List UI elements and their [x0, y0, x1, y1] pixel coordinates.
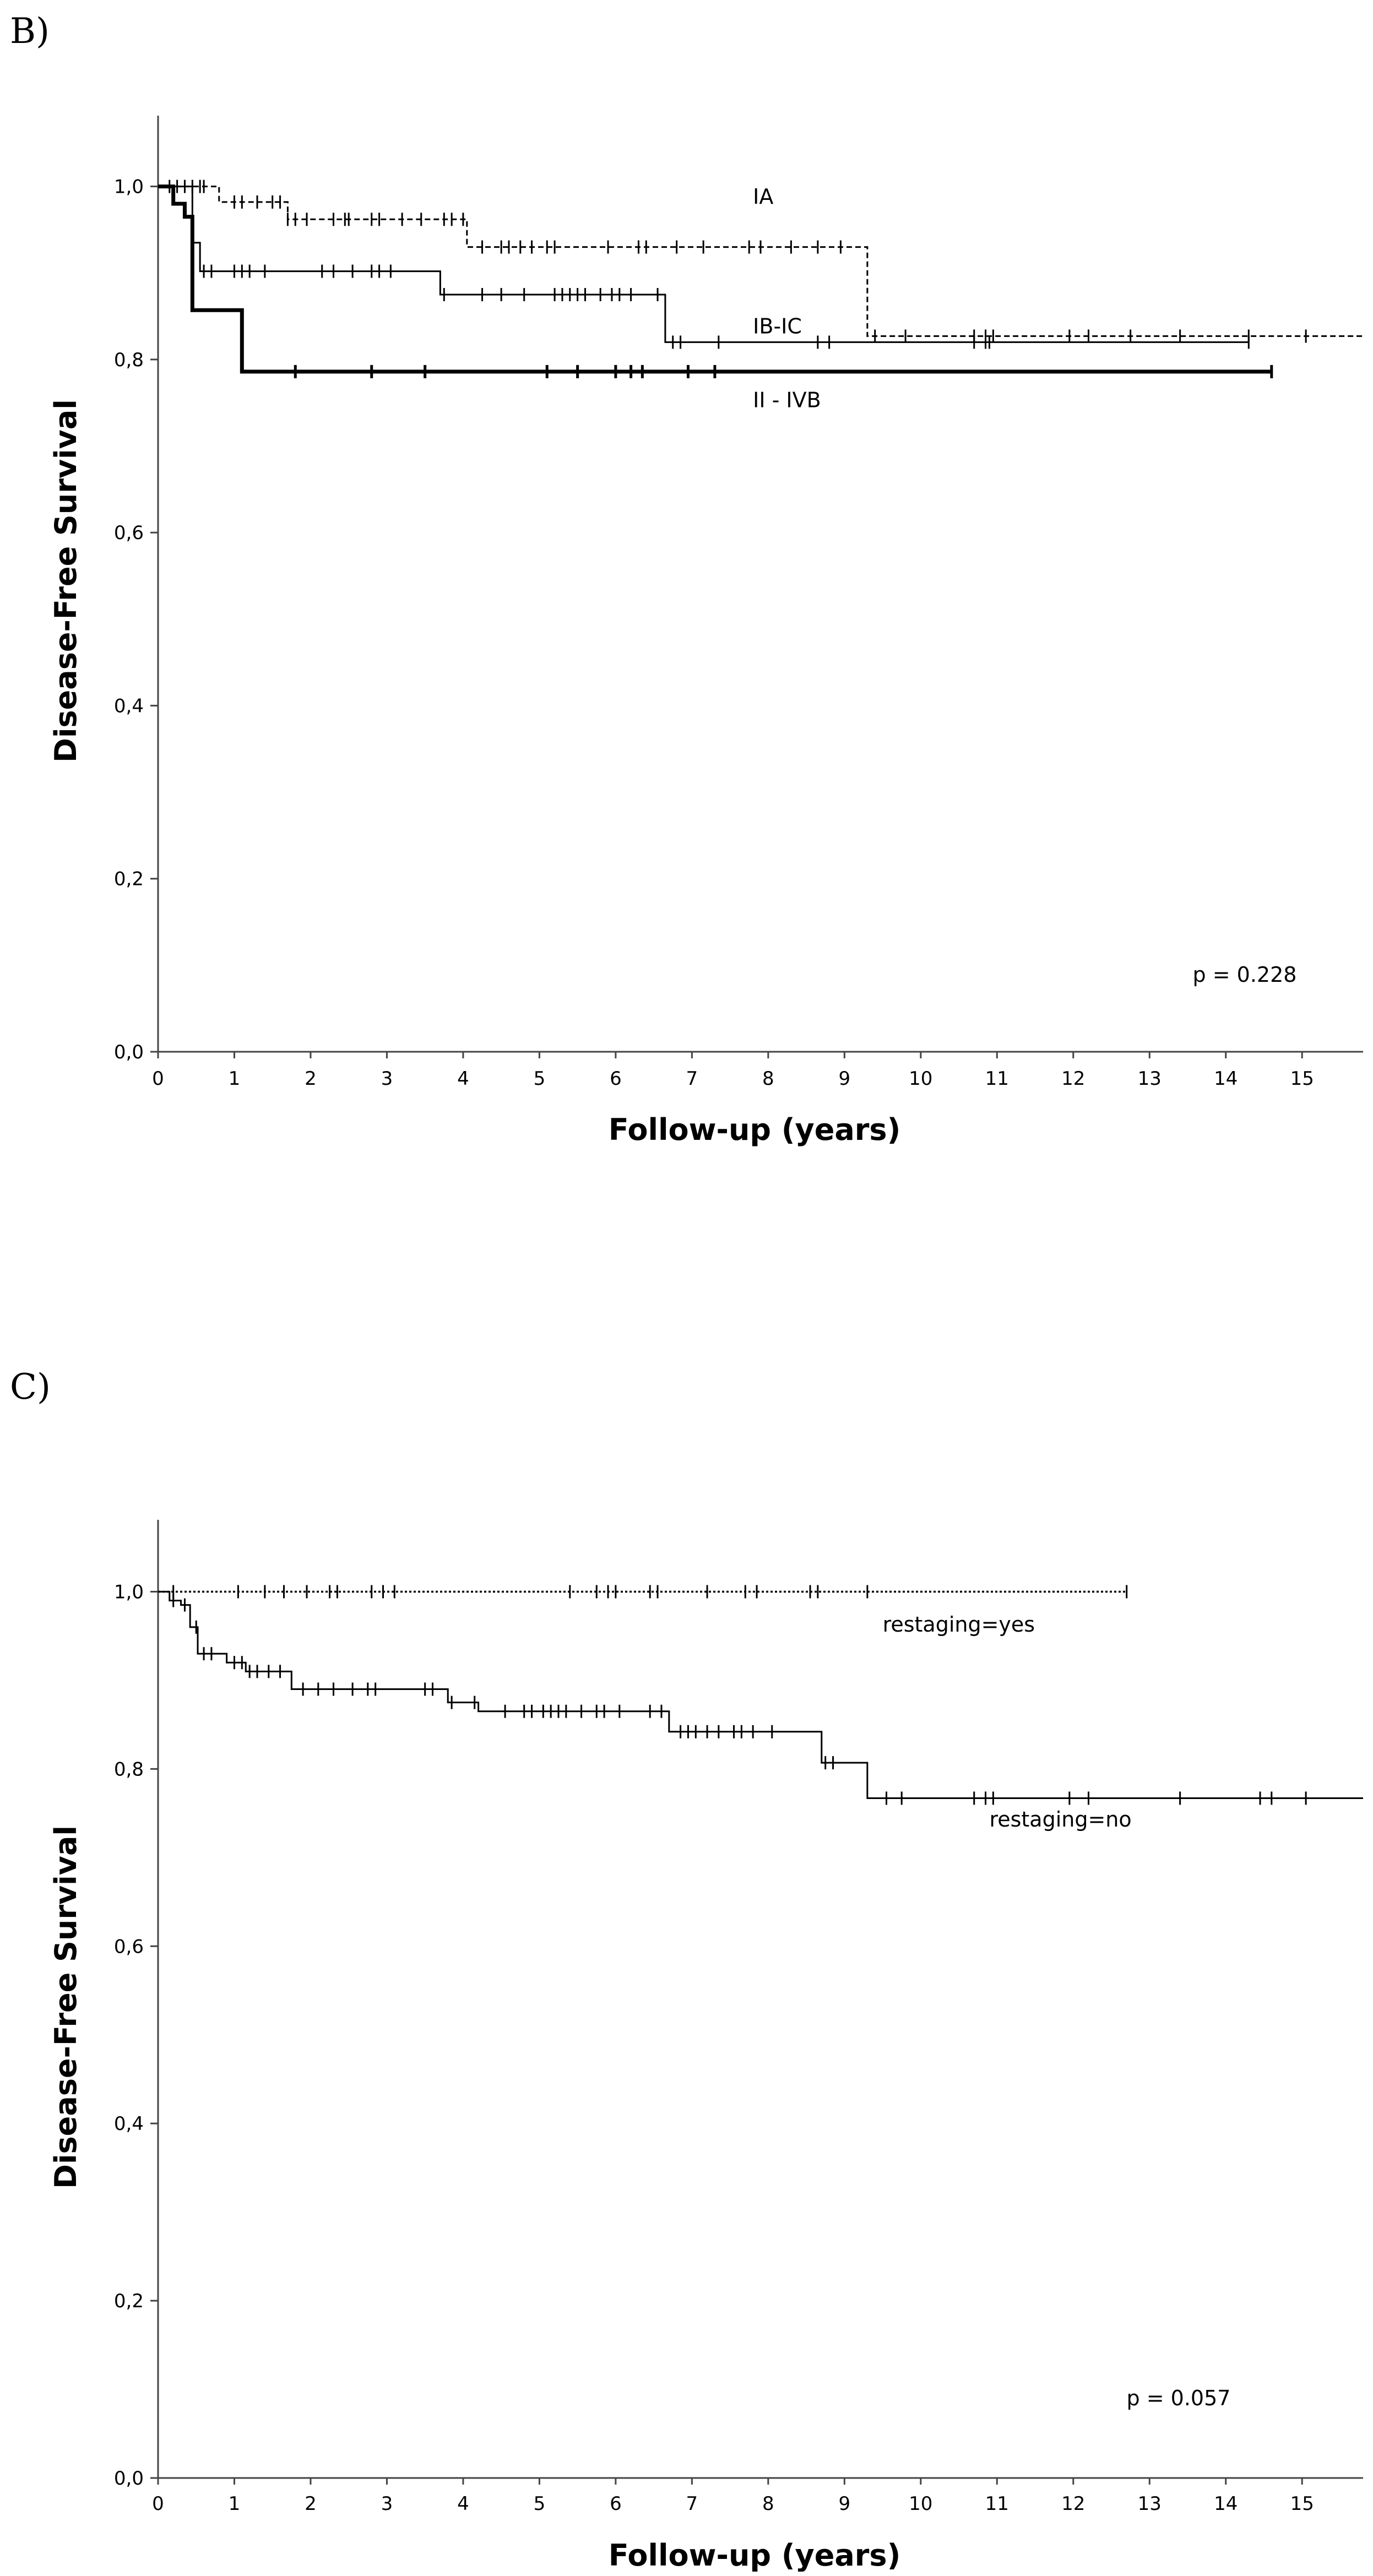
x-tick-label-6: 6 [610, 1068, 622, 1090]
y-tick-label-1,0: 1,0 [114, 176, 144, 198]
x-tick-label-11: 11 [985, 2493, 1009, 2515]
x-tick-label-1: 1 [229, 2493, 241, 2515]
x-tick-label-9: 9 [839, 1068, 851, 1090]
x-tick-label-0: 0 [152, 2493, 164, 2515]
y-tick-label-0,2: 0,2 [114, 2290, 144, 2312]
x-tick-label-9: 9 [839, 2493, 851, 2515]
x-tick-label-13: 13 [1138, 1068, 1162, 1090]
x-tick-label-12: 12 [1061, 1068, 1085, 1090]
x-tick-label-3: 3 [381, 2493, 393, 2515]
x-tick-label-2: 2 [305, 1068, 317, 1090]
y-tick-label-0,0: 0,0 [114, 1041, 144, 1063]
chart-panel-c: C) 0 1 2 3 4 5 6 7 8 9 10 11 12 13 14 15 0,0 0,2 0,4 0,6 0,8… [0, 1360, 1373, 2572]
x-tick-label-12: 12 [1061, 2493, 1085, 2515]
y-tick-label-0,0: 0,0 [114, 2468, 144, 2490]
series-label-b-2: II - IVB [753, 388, 821, 412]
x-tick-label-8: 8 [762, 1068, 774, 1090]
y-tick-label-0,8: 0,8 [114, 1758, 144, 1780]
x-axis-title-b: Follow-up (years) [609, 1112, 901, 1147]
x-tick-label-1: 1 [229, 1068, 241, 1090]
km-chart-b: B) 0 1 2 3 4 5 6 7 8 9 10 11 12 13 14 150,00,20,40,60,8… [10, 11, 1363, 1147]
y-tick-label-0,8: 0,8 [114, 349, 144, 371]
panel-label-c: C) [10, 1367, 51, 1407]
km-curve-b-0 [158, 186, 1363, 337]
x-tick-label-7: 7 [686, 2493, 698, 2515]
x-tick-label-6: 6 [610, 2493, 622, 2515]
y-axis-title-b: Disease-Free Survival [48, 399, 83, 763]
x-tick-label-11: 11 [985, 1068, 1009, 1090]
x-tick-label-3: 3 [381, 1068, 393, 1090]
km-chart-c: C) 0 1 2 3 4 5 6 7 8 9 10 11 12 13 14 150,00,20,40,60,8… [10, 1367, 1363, 2572]
series-label-b-0: IA [753, 184, 773, 209]
panel-label-b: B) [10, 11, 50, 52]
y-axis-title-c: Disease-Free Survival [48, 1825, 83, 2189]
km-curve-c-1 [158, 1590, 1363, 1799]
x-tick-label-2: 2 [305, 2493, 317, 2515]
x-tick-label-10: 10 [909, 1068, 932, 1090]
x-tick-label-5: 5 [534, 1068, 546, 1090]
x-tick-label-0: 0 [152, 1068, 164, 1090]
x-tick-label-15: 15 [1290, 1068, 1314, 1090]
y-tick-label-0,6: 0,6 [114, 522, 144, 544]
y-tick-label-1,0: 1,0 [114, 1581, 144, 1603]
km-curve-b-2 [158, 184, 1272, 374]
x-tick-label-4: 4 [457, 2493, 469, 2515]
series-label-c-1: restaging=no [989, 1807, 1131, 1832]
x-tick-label-4: 4 [457, 1068, 469, 1090]
x-tick-label-14: 14 [1214, 1068, 1238, 1090]
x-axis-title-c: Follow-up (years) [609, 2538, 901, 2572]
p-value-b: p = 0.228 [1193, 963, 1297, 987]
x-tick-label-8: 8 [762, 2493, 774, 2515]
x-tick-label-15: 15 [1290, 2493, 1314, 2515]
x-tick-label-10: 10 [909, 2493, 932, 2515]
x-tick-label-5: 5 [534, 2493, 546, 2515]
y-tick-label-0,2: 0,2 [114, 868, 144, 890]
series-label-c-0: restaging=yes [883, 1612, 1035, 1637]
y-tick-label-0,6: 0,6 [114, 1936, 144, 1958]
y-tick-label-0,4: 0,4 [114, 695, 144, 717]
x-tick-label-14: 14 [1214, 2493, 1238, 2515]
chart-panel-b: B) 0 1 2 3 4 5 6 7 8 9 10 11 12 13 14 15 0,0 0,2 0,4 0,6 0,8… [0, 0, 1373, 1211]
km-curve-b-1 [158, 186, 1249, 343]
x-tick-label-7: 7 [686, 1068, 698, 1090]
y-tick-label-0,4: 0,4 [114, 2113, 144, 2135]
series-label-b-1: IB-IC [753, 314, 802, 339]
x-tick-label-13: 13 [1138, 2493, 1162, 2515]
p-value-c: p = 0.057 [1127, 2386, 1231, 2410]
